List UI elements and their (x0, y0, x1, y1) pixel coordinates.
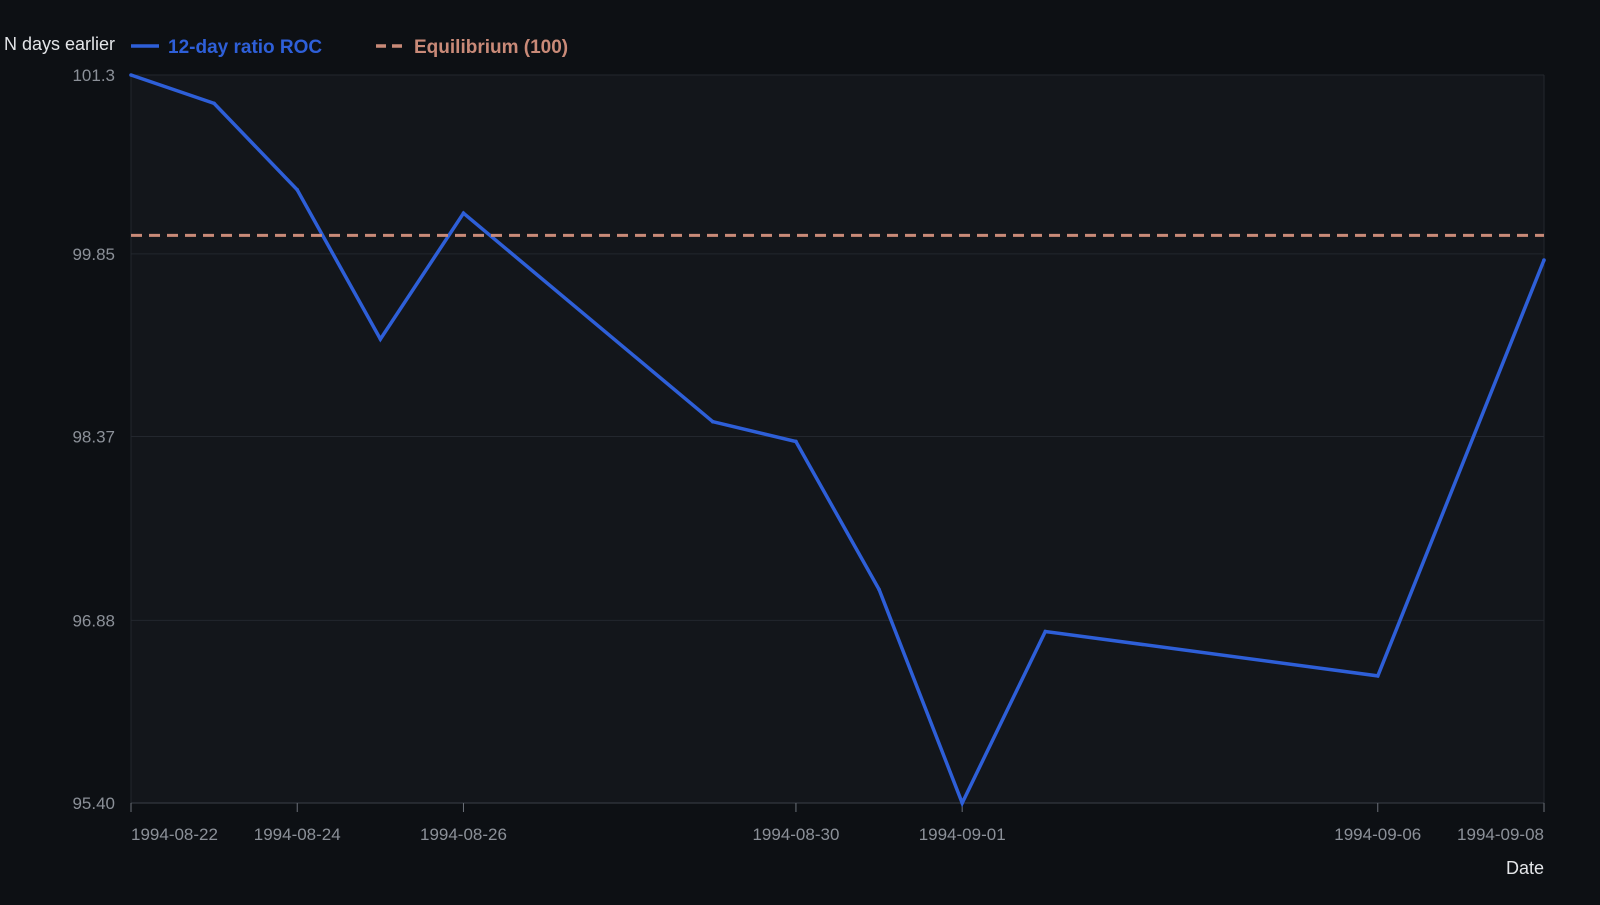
x-axis-title: Date (1506, 858, 1544, 878)
x-tick-label: 1994-08-22 (131, 825, 218, 844)
y-tick-label: 99.85 (72, 245, 115, 264)
y-axis-title: N days earlier (4, 34, 115, 54)
x-tick-label: 1994-09-08 (1457, 825, 1544, 844)
roc-data-point (378, 337, 383, 341)
roc-data-point (1375, 674, 1380, 678)
legend-label-equilibrium: Equilibrium (100) (414, 37, 568, 58)
x-tick-label: 1994-09-06 (1334, 825, 1421, 844)
x-tick-label: 1994-09-01 (919, 825, 1006, 844)
roc-data-point (461, 211, 466, 215)
roc-data-point (129, 73, 133, 77)
legend-label-roc: 12-day ratio ROC (168, 37, 322, 58)
x-tick-label: 1994-08-30 (752, 825, 839, 844)
y-tick-label: 95.40 (72, 794, 115, 813)
legend: 12-day ratio ROC Equilibrium (100) (131, 37, 568, 58)
roc-data-point (711, 419, 715, 424)
series-lines (129, 73, 1546, 808)
roc-data-point (1542, 258, 1546, 262)
x-tick-label: 1994-08-24 (254, 825, 341, 844)
y-tick-label: 96.88 (72, 611, 115, 630)
roc-data-point (877, 587, 881, 592)
roc-data-point (794, 439, 798, 444)
axes: 95.40 96.88 98.37 99.85 101.3 1994-08-22 1994-… (72, 66, 1545, 844)
roc-data-point (212, 101, 216, 106)
y-tick-label: 98.37 (72, 428, 115, 447)
roc-series-line (130, 73, 1546, 808)
plot-area (131, 75, 1544, 803)
roc-data-point (295, 187, 300, 192)
y-tick-label: 101.3 (72, 66, 115, 85)
x-tick-label: 1994-08-26 (420, 825, 507, 844)
roc-data-point (1043, 629, 1048, 634)
roc-data-point (960, 801, 964, 805)
